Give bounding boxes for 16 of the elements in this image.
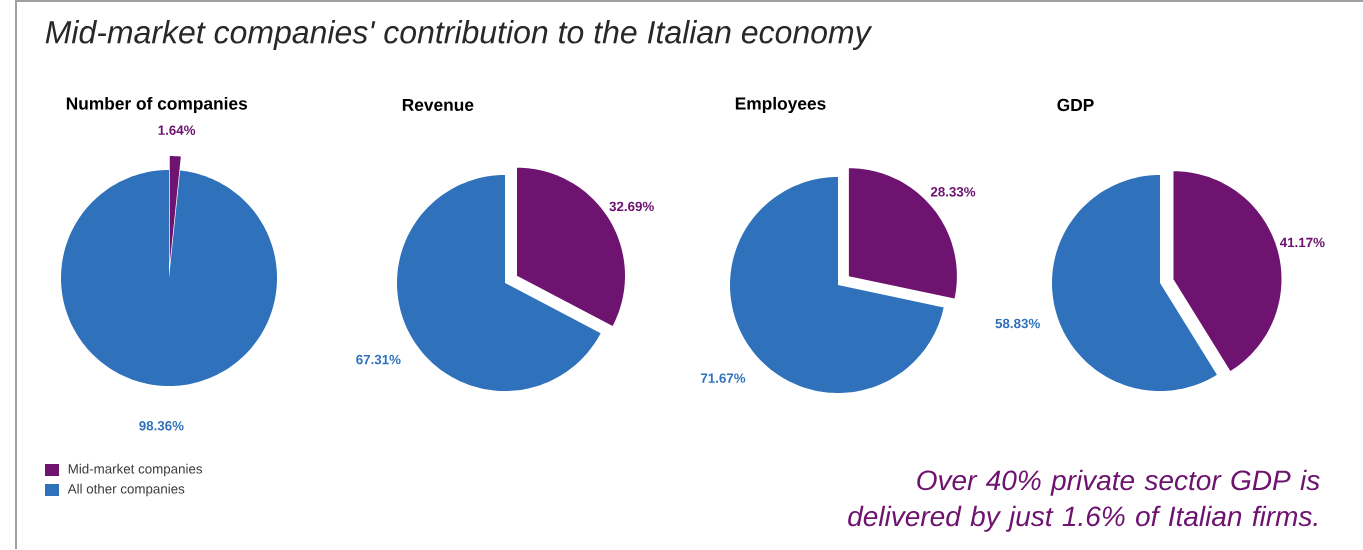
data-label: 58.83% (995, 318, 1040, 329)
data-label: 32.69% (609, 201, 654, 212)
legend-label: All other companies (67, 483, 185, 497)
legend-label: Mid-market companies (68, 463, 203, 477)
chart-title: GDP (1057, 98, 1094, 112)
chart-title: Number of companies (66, 96, 248, 114)
data-label: 67.31% (356, 354, 401, 365)
text: Over 40% private sector GDP is delivered by just 1.6% of Italian firms. (848, 469, 1320, 532)
data-label: 41.17% (1279, 237, 1325, 248)
text: Mid-market companies' contribution to the Italian economy (45, 20, 873, 50)
chart-title: Employees (735, 96, 826, 114)
data-label: 28.33% (930, 187, 976, 197)
data-label: 71.67% (700, 373, 746, 383)
data-label: 1.64% (158, 125, 196, 135)
data-label: 98.36% (139, 421, 184, 431)
chart-title: Revenue (402, 98, 474, 112)
